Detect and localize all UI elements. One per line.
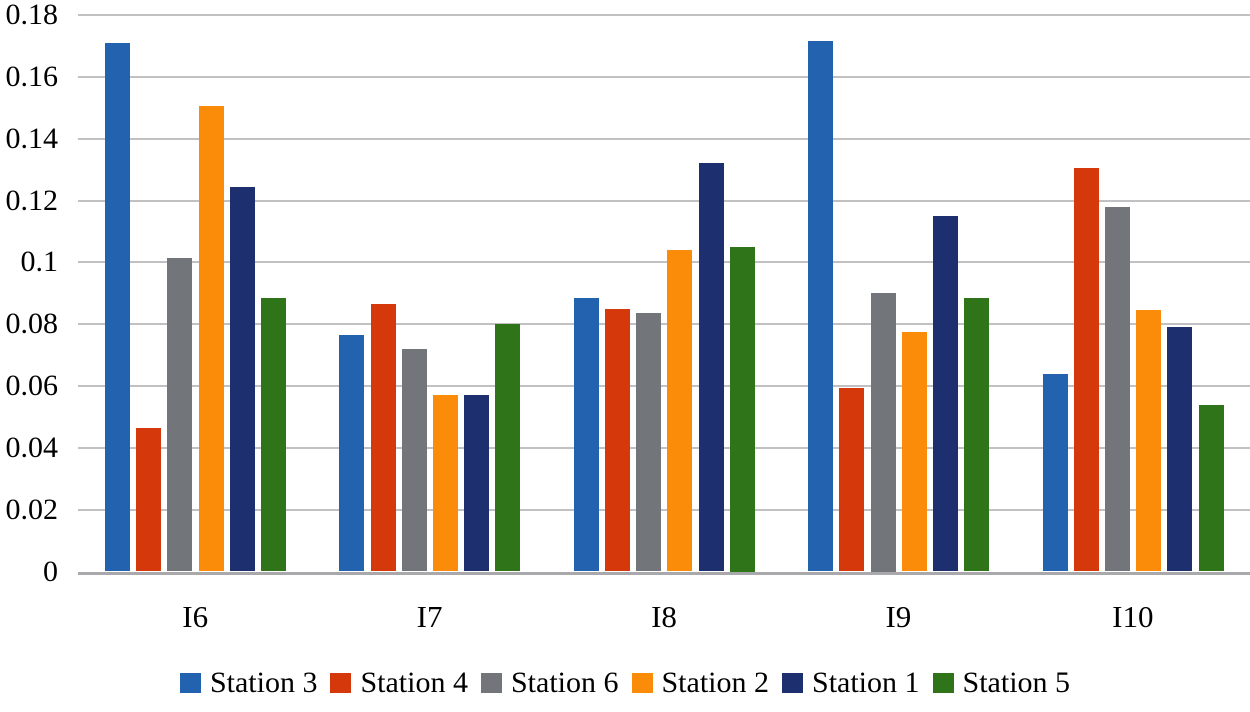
bar — [636, 313, 661, 572]
legend-swatch — [330, 673, 352, 693]
bar — [136, 427, 161, 572]
legend-swatch — [631, 673, 653, 693]
gridline — [78, 137, 1250, 140]
gridline — [78, 14, 1250, 16]
x-axis-line — [78, 571, 1250, 575]
y-axis-tick-label: 0.14 — [5, 121, 59, 155]
y-axis-tick-label: 0.06 — [5, 369, 59, 402]
gridline — [78, 199, 1250, 202]
bar — [464, 395, 489, 572]
bar — [371, 304, 396, 572]
legend-swatch — [782, 673, 804, 693]
x-axis-label: I8 — [651, 599, 677, 634]
bar — [339, 334, 364, 572]
legend-swatch — [179, 673, 201, 693]
legend-item: Station 6 — [480, 666, 619, 700]
legend-item: Station 2 — [631, 666, 770, 700]
bar — [839, 387, 864, 572]
y-axis-tick-label: 0.12 — [5, 183, 59, 217]
y-axis-tick-label: 0.1 — [20, 245, 59, 279]
legend-item: Station 4 — [330, 666, 468, 700]
gridline — [78, 446, 1250, 449]
legend: Station 3 Station 4 Station 6 Station 2 Stat… — [0, 666, 1250, 700]
bar — [699, 163, 724, 572]
legend-label: Station 4 — [360, 666, 468, 699]
y-axis-tick-label: 0.18 — [5, 0, 59, 31]
bar — [261, 297, 286, 572]
x-axis-label: I9 — [885, 599, 912, 634]
gridline — [78, 508, 1250, 511]
legend-swatch — [932, 673, 954, 693]
bar — [871, 293, 896, 572]
bar — [902, 331, 927, 572]
legend-item: Station 5 — [932, 666, 1071, 700]
bar — [230, 186, 255, 572]
bar — [574, 297, 599, 572]
y-axis-tick-label: 0.02 — [5, 492, 59, 526]
bar — [105, 42, 130, 572]
bar — [933, 215, 958, 572]
gridline — [78, 75, 1250, 78]
legend-label: Station 1 — [812, 666, 920, 699]
y-axis-tick-label: 0 — [43, 554, 58, 588]
bar — [495, 324, 520, 572]
y-axis-tick-label: 0.08 — [5, 307, 59, 341]
legend-item: Station 1 — [782, 666, 920, 700]
legend-label: Station 5 — [962, 666, 1071, 699]
bar — [964, 297, 989, 572]
bar — [1136, 310, 1161, 572]
y-axis-tick-label: 0.16 — [5, 59, 59, 93]
bar — [1199, 404, 1224, 572]
bar — [605, 308, 630, 572]
x-axis-label: I10 — [1112, 599, 1154, 634]
legend-swatch — [480, 673, 502, 693]
bar — [1105, 206, 1130, 572]
y-axis-tick-label: 0.04 — [5, 430, 59, 464]
bar — [808, 41, 833, 572]
gridline — [78, 385, 1250, 387]
bar — [167, 257, 192, 572]
bar — [402, 348, 427, 572]
legend-label: Station 2 — [661, 666, 770, 699]
bar — [1074, 168, 1099, 572]
gridline — [78, 323, 1250, 326]
legend-label: Station 3 — [209, 666, 318, 699]
bar — [433, 395, 458, 572]
bar — [1043, 373, 1068, 572]
legend-label: Station 6 — [510, 666, 619, 699]
x-axis-label: I6 — [182, 599, 209, 634]
bar — [1167, 327, 1192, 572]
bar — [667, 249, 692, 572]
bar — [199, 106, 224, 572]
x-axis-label: I7 — [416, 599, 443, 634]
legend-item: Station 3 — [179, 666, 318, 700]
gridline — [78, 261, 1250, 264]
bar — [730, 246, 755, 572]
